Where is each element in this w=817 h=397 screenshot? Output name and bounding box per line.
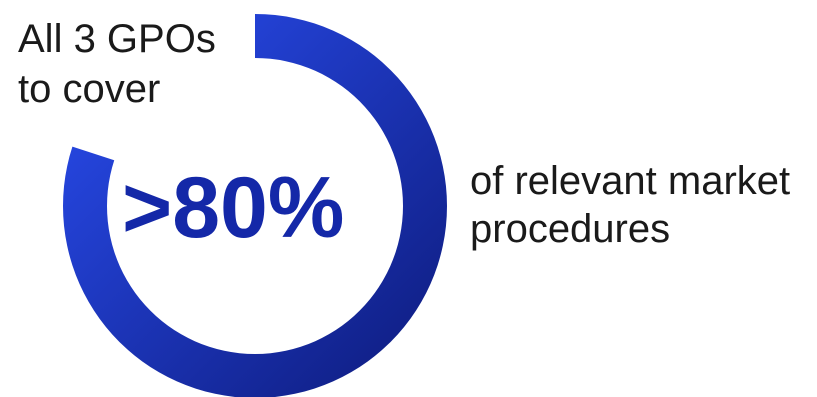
annotation-line-1: All 3 GPOs bbox=[18, 17, 216, 61]
center-value-label: >80% bbox=[122, 160, 345, 256]
side-label-line-2: procedures bbox=[470, 207, 671, 251]
annotation-line-2: to cover bbox=[18, 67, 161, 111]
side-label-line-1: of relevant market bbox=[470, 159, 791, 203]
